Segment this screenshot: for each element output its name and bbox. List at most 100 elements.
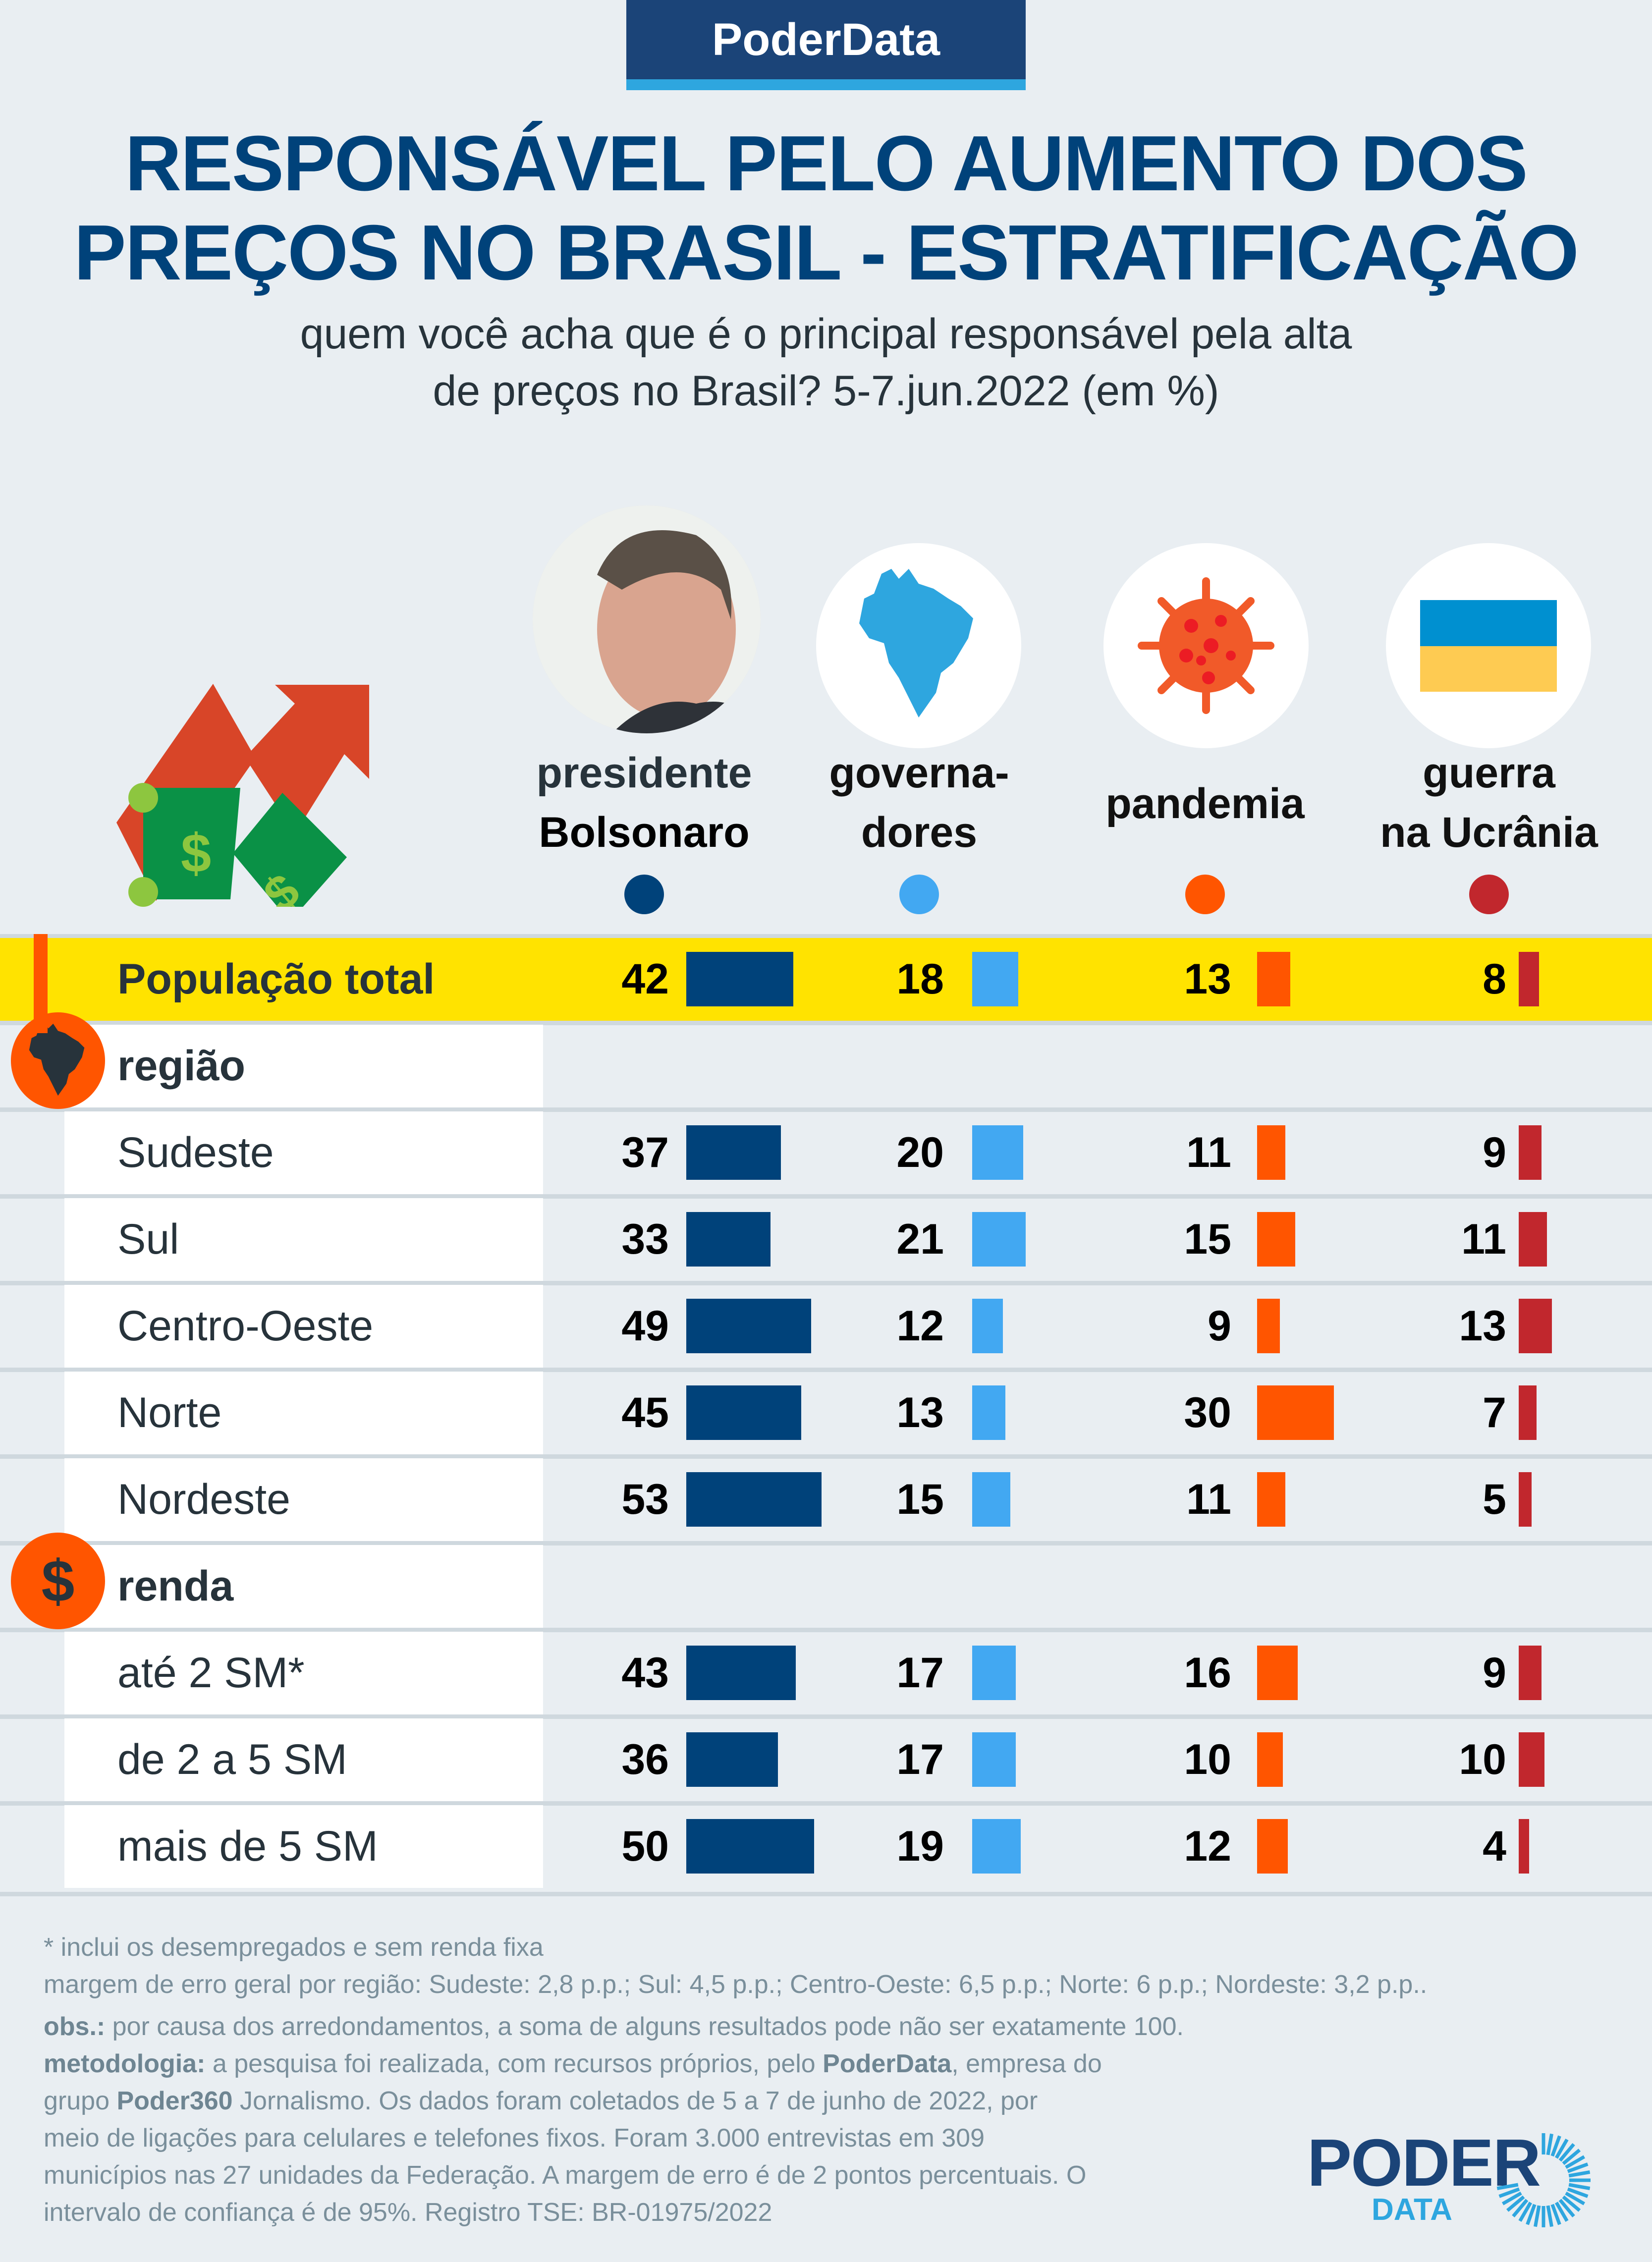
section-heading-regiao: região	[117, 1042, 246, 1090]
bar-pandemia	[1257, 1125, 1285, 1180]
ukraine-flag-icon	[1386, 543, 1591, 748]
chart-title-line1: RESPONSÁVEL PELO AUMENTO DOS	[125, 120, 1528, 207]
bolsonaro-photo	[533, 505, 761, 733]
row-separator	[0, 1801, 1652, 1806]
bar-governadores	[972, 952, 1018, 1006]
bar-governadores	[972, 1299, 1003, 1353]
methodology-text: grupo	[44, 2087, 117, 2115]
row-label-cell	[64, 1111, 543, 1194]
value-label-bolsonaro: 45	[621, 1389, 669, 1436]
value-label-governadores: 13	[896, 1389, 944, 1436]
bar-governadores	[972, 1472, 1010, 1527]
bar-pandemia	[1257, 1819, 1288, 1874]
row-label: mais de 5 SM	[117, 1822, 378, 1870]
row-label: Centro-Oeste	[117, 1302, 374, 1350]
poderdata-logo-subtext: DATA	[1372, 2193, 1452, 2227]
bar-bolsonaro	[686, 1646, 796, 1700]
row-separator	[0, 1021, 1652, 1025]
bar-guerra	[1519, 952, 1539, 1006]
bar-governadores	[972, 1732, 1016, 1787]
chart-subtitle-line2: de preços no Brasil? 5-7.jun.2022 (em %)	[433, 367, 1219, 415]
value-label-pandemia: 11	[1186, 1129, 1231, 1176]
sunburst-ray	[1506, 2195, 1525, 2212]
bar-governadores	[972, 1646, 1016, 1700]
value-label-governadores: 18	[896, 955, 944, 1003]
value-label-governadores: 12	[896, 1302, 944, 1350]
value-label-governadores: 19	[896, 1822, 944, 1870]
sunburst-ray	[1554, 2202, 1569, 2222]
sunburst-ray	[1534, 2205, 1541, 2227]
bar-pandemia	[1257, 952, 1290, 1006]
bar-guerra	[1519, 1819, 1529, 1874]
value-label-pandemia: 13	[1184, 955, 1231, 1003]
row-label-cell	[64, 1458, 543, 1541]
obs-label: obs.:	[44, 2012, 106, 2041]
sunburst-ray	[1568, 2183, 1591, 2190]
value-label-guerra: 4	[1483, 1822, 1506, 1870]
column-label-bolsonaro: presidente Bolsonaro	[496, 743, 793, 862]
bar-pandemia	[1257, 1385, 1334, 1440]
bar-pandemia	[1257, 1299, 1280, 1353]
column-label-line1: presidente	[536, 749, 752, 797]
bar-bolsonaro	[686, 1385, 801, 1440]
row-separator	[0, 1892, 1652, 1896]
bar-bolsonaro	[686, 1299, 811, 1353]
brand-header-stripe	[626, 79, 1026, 90]
bar-pandemia	[1257, 1472, 1285, 1527]
sunburst-ray	[1550, 2135, 1561, 2157]
value-label-governadores: 20	[896, 1129, 944, 1176]
bar-pandemia	[1257, 1732, 1283, 1787]
footnote-asterisk: * inclui os desempregados e sem renda fi…	[44, 1933, 544, 1962]
footnote-margin-by-region: margem de erro geral por região: Sudeste…	[44, 1970, 1428, 1999]
value-label-bolsonaro: 42	[621, 955, 669, 1003]
value-label-guerra: 9	[1483, 1129, 1506, 1176]
row-separator	[0, 1454, 1652, 1459]
bar-guerra	[1519, 1732, 1544, 1787]
value-label-pandemia: 12	[1184, 1822, 1231, 1870]
bar-guerra	[1519, 1212, 1547, 1267]
footnote-methodology-3: meio de ligações para celulares e telefo…	[44, 2124, 985, 2152]
column-label-pandemia: pandemia	[1056, 774, 1354, 833]
section-label-cell	[64, 1545, 543, 1628]
column-label-line2: dores	[861, 809, 978, 856]
poderdata-logo-text: PODER	[1307, 2125, 1541, 2200]
row-label-cell	[64, 1198, 543, 1281]
poderdata-sunburst-icon	[1496, 2133, 1591, 2227]
bar-bolsonaro	[686, 1732, 778, 1787]
sunburst-ray	[1554, 2138, 1569, 2159]
column-label-line2: na Ucrânia	[1380, 809, 1598, 856]
value-label-pandemia: 10	[1184, 1736, 1231, 1783]
value-label-bolsonaro: 43	[621, 1649, 669, 1697]
value-label-guerra: 5	[1483, 1476, 1506, 1523]
total-row-highlight	[0, 938, 1652, 1021]
value-label-guerra: 8	[1483, 955, 1506, 1003]
footnote-methodology-2: grupo Poder360 Jornalismo. Os dados fora…	[44, 2084, 1038, 2118]
column-label-line1: pandemia	[1105, 780, 1305, 828]
sunburst-ray	[1496, 2183, 1519, 2190]
chart-title-line2: PREÇOS NO BRASIL - ESTRATIFICAÇÃO	[74, 209, 1579, 296]
bar-guerra	[1519, 1385, 1537, 1440]
legend-dot-pandemia	[1185, 875, 1225, 914]
bar-guerra	[1519, 1125, 1542, 1180]
brand-header: PoderData	[626, 0, 1026, 79]
value-label-bolsonaro: 36	[621, 1736, 669, 1783]
legend-dot-bolsonaro	[624, 875, 664, 914]
value-label-pandemia: 16	[1184, 1649, 1231, 1697]
methodology-text: a pesquisa foi realizada, com recursos p…	[205, 2049, 823, 2078]
total-row-accent	[34, 934, 48, 1033]
sunburst-ray	[1550, 2204, 1561, 2225]
value-label-guerra: 10	[1459, 1736, 1506, 1783]
sunburst-ray	[1518, 2202, 1533, 2222]
dollar-icon: $	[11, 1533, 105, 1629]
legend-dot-governadores	[899, 875, 939, 914]
bar-pandemia	[1257, 1212, 1295, 1267]
sunburst-ray	[1568, 2170, 1591, 2178]
obs-text: por causa dos arredondamentos, a soma de…	[105, 2012, 1184, 2041]
value-label-bolsonaro: 33	[621, 1215, 669, 1263]
sunburst-ray	[1546, 2133, 1553, 2155]
chart-subtitle-line1: quem você acha que é o principal respons…	[300, 310, 1352, 358]
section-heading-renda: renda	[117, 1562, 234, 1610]
value-label-governadores: 15	[896, 1476, 944, 1523]
row-label: População total	[117, 955, 435, 1003]
value-label-pandemia: 11	[1186, 1476, 1231, 1523]
